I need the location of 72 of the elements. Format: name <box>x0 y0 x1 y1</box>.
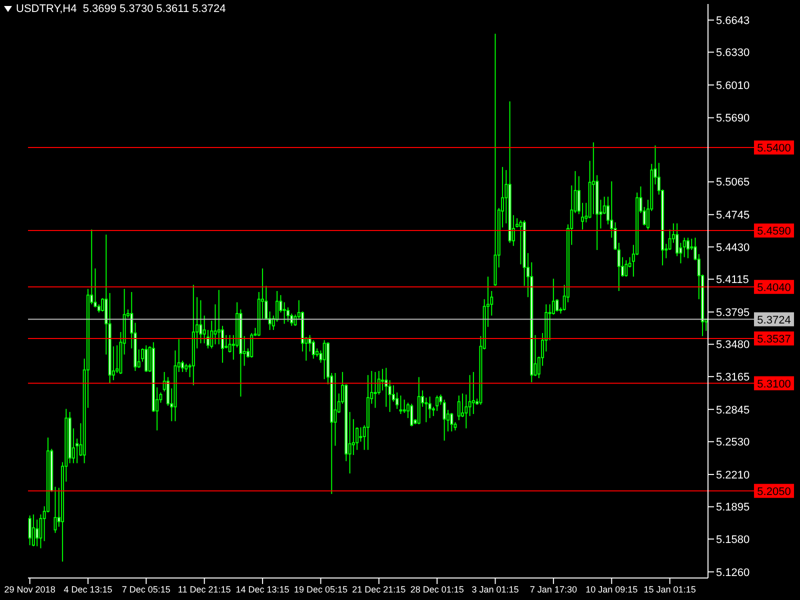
y-tick-label: 5.1580 <box>716 534 750 546</box>
candlestick <box>410 403 414 427</box>
candlestick <box>359 426 362 442</box>
candlestick <box>682 237 686 258</box>
ref-line-label: 5.4040 <box>757 282 791 294</box>
ref-line-label: 5.3100 <box>757 378 791 390</box>
y-tick-label: 5.4115 <box>716 274 749 286</box>
x-tick-label: 4 Dec 13:15 <box>64 584 112 594</box>
x-tick-label: 7 Dec 05:15 <box>122 584 170 594</box>
y-tick-label: 5.2845 <box>716 404 750 416</box>
x-tick-label: 3 Jan 01:15 <box>472 584 519 594</box>
x-tick-label: 15 Jan 01:15 <box>644 584 696 594</box>
candlestick <box>428 396 432 419</box>
y-tick-label: 5.6643 <box>716 15 750 27</box>
candlestick <box>374 371 377 408</box>
candlestick <box>464 394 468 429</box>
x-tick-label: 21 Dec 21:15 <box>352 584 406 594</box>
candlestick <box>250 332 254 358</box>
candlestick <box>322 340 326 380</box>
y-tick-label: 5.4430 <box>716 242 750 254</box>
x-tick-label: 10 Jan 09:15 <box>586 584 638 594</box>
candlestick <box>457 395 460 421</box>
y-tick-label: 5.6010 <box>716 80 750 92</box>
x-tick-label: 19 Dec 05:15 <box>294 584 348 594</box>
candlestick <box>624 260 628 278</box>
candlestick <box>32 514 35 547</box>
candlestick <box>286 306 290 322</box>
ref-line-label: 5.5400 <box>757 142 791 154</box>
y-tick-label: 5.1895 <box>716 502 750 514</box>
candlestick <box>402 399 406 414</box>
y-tick-label: 5.3480 <box>716 339 750 352</box>
candlestick <box>210 320 214 349</box>
candlestick <box>282 302 286 324</box>
candlestick <box>468 374 472 417</box>
y-tick-label: 5.4745 <box>716 210 750 222</box>
x-tick-label: 14 Dec 13:15 <box>236 584 290 594</box>
ref-line-label: 5.2050 <box>757 486 791 498</box>
y-tick-label: 5.1260 <box>716 566 750 579</box>
x-tick-label: 7 Jan 17:30 <box>530 584 577 594</box>
candlestick <box>54 486 57 534</box>
candlestick <box>436 395 439 412</box>
y-tick-label: 5.6330 <box>716 47 750 60</box>
y-tick-label: 5.3795 <box>716 306 750 319</box>
candlestick <box>334 372 337 446</box>
x-tick-label: 11 Dec 21:15 <box>178 584 231 594</box>
y-tick-label: 5.3165 <box>716 371 750 384</box>
candlestick <box>388 380 392 412</box>
x-tick-label: 29 Nov 2018 <box>4 584 56 594</box>
ref-line-label: 5.3537 <box>757 333 791 346</box>
candlestick <box>548 304 552 341</box>
y-tick-label: 5.5690 <box>716 112 750 125</box>
candlestick <box>519 220 522 265</box>
y-tick-label: 5.2530 <box>716 436 750 449</box>
candlestick <box>217 289 220 345</box>
candlestick <box>442 399 446 442</box>
candlestick <box>592 142 595 215</box>
candlestick <box>144 344 148 372</box>
y-tick-label: 5.5065 <box>716 176 750 189</box>
chart-title: USDTRY,H4 5.3699 5.3730 5.3611 5.3724 <box>16 3 226 15</box>
ref-line-label: 5.3724 <box>757 314 791 326</box>
candlestick <box>399 395 402 414</box>
candlestick <box>28 514 32 546</box>
x-tick-label: 28 Dec 01:15 <box>410 584 464 594</box>
candlestick <box>381 368 384 391</box>
ref-line-label: 5.4590 <box>757 226 791 238</box>
candlestick <box>472 371 475 414</box>
candlestick <box>686 237 690 259</box>
candlestick <box>36 519 39 547</box>
candlestick <box>39 514 42 549</box>
y-tick-label: 5.2210 <box>716 469 750 482</box>
candlestick <box>450 412 454 432</box>
candlestick <box>384 367 388 408</box>
